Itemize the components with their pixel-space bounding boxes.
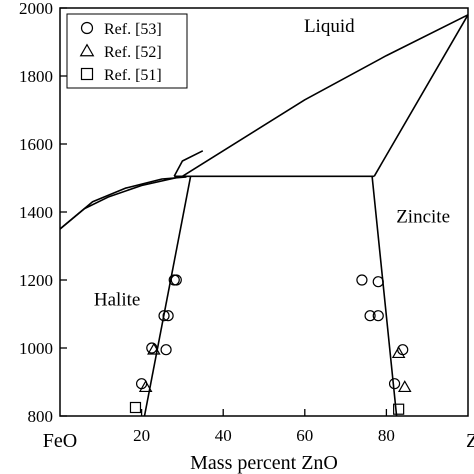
y-tick-label: 1200 bbox=[19, 271, 53, 290]
x-tick-label: 20 bbox=[133, 426, 150, 445]
y-tick-label: 1400 bbox=[19, 203, 53, 222]
x-tick-label: 40 bbox=[215, 426, 232, 445]
data-point-circle bbox=[162, 310, 174, 322]
legend-symbol bbox=[80, 21, 94, 35]
region-label-zincite: Zincite bbox=[396, 206, 450, 227]
x-tick-label: 60 bbox=[296, 426, 313, 445]
y-ticks: 800 1000 1200 1400 1600 1800 2000 bbox=[19, 0, 67, 426]
legend-entry-ref51: Ref. [51] bbox=[104, 67, 162, 84]
data-markers bbox=[129, 274, 412, 415]
legend-box bbox=[66, 13, 188, 89]
boundary-halite-solidus bbox=[173, 150, 204, 177]
data-point-triangle bbox=[397, 380, 412, 393]
x-axis-right-end-label: Zn bbox=[466, 430, 474, 452]
data-point-square bbox=[393, 403, 405, 415]
data-point-circle bbox=[170, 274, 182, 286]
boundary-zincite-solvus bbox=[371, 176, 398, 417]
boundary-halite-solvus bbox=[143, 176, 192, 417]
boundary-zincite-liquidus bbox=[373, 14, 469, 177]
legend-symbol bbox=[80, 67, 94, 81]
data-point-triangle bbox=[391, 346, 406, 359]
data-point-triangle bbox=[147, 342, 161, 355]
data-point-circle bbox=[372, 310, 384, 322]
y-tick-label: 1800 bbox=[19, 67, 53, 86]
region-label-halite: Halite bbox=[94, 290, 140, 311]
data-point-circle bbox=[372, 276, 384, 288]
legend-circle-icon bbox=[80, 21, 94, 35]
legend-symbol bbox=[79, 43, 95, 57]
phase-boundaries bbox=[59, 14, 469, 417]
data-point-circle bbox=[388, 378, 401, 390]
boundary-halite-liquidus bbox=[59, 176, 187, 230]
data-point-square bbox=[129, 401, 142, 414]
data-point-circle bbox=[397, 344, 409, 356]
data-point-circle bbox=[356, 274, 368, 286]
legend-square-icon bbox=[80, 67, 94, 81]
data-point-circle bbox=[136, 378, 148, 390]
legend-entry-ref53: Ref. [53] bbox=[104, 21, 162, 38]
y-tick-label: 1600 bbox=[19, 135, 53, 154]
data-point-circle bbox=[158, 310, 170, 322]
y-tick-label: 800 bbox=[28, 407, 54, 426]
region-label-liquid: Liquid bbox=[304, 16, 355, 37]
x-ticks: 20 40 60 80 bbox=[133, 409, 395, 445]
data-point-triangle bbox=[138, 380, 153, 393]
data-point-circle bbox=[160, 344, 172, 356]
legend: Ref. [53] Ref. [52] Ref. [51] bbox=[66, 13, 188, 89]
x-axis-left-end-label: FeO bbox=[43, 430, 77, 452]
data-point-circle bbox=[364, 310, 376, 322]
y-tick-label: 2000 bbox=[19, 0, 53, 18]
legend-triangle-icon bbox=[79, 43, 95, 57]
x-tick-label: 80 bbox=[378, 426, 395, 445]
x-axis-label: Mass percent ZnO bbox=[190, 452, 338, 474]
y-tick-label: 1000 bbox=[19, 339, 53, 358]
legend-entry-ref52: Ref. [52] bbox=[104, 44, 162, 61]
